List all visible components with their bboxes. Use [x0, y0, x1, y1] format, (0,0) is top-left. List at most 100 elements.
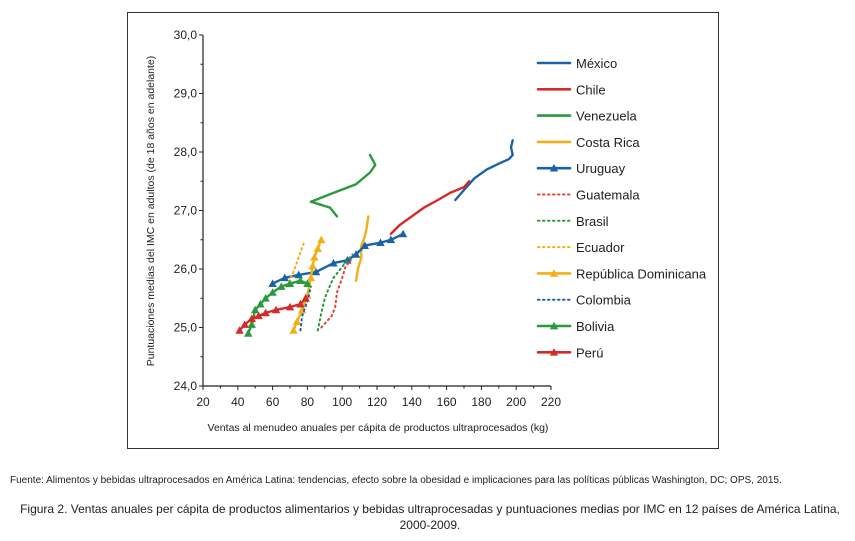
series-line-venezuela — [309, 153, 377, 218]
data-point-marker — [247, 320, 256, 328]
data-point-marker — [376, 238, 385, 247]
series-line-costa-rica — [354, 215, 370, 282]
legend-label: Venezuela — [576, 109, 637, 124]
series-venezuela — [309, 153, 377, 218]
legend-label: Bolivia — [576, 319, 615, 334]
series-chile — [389, 180, 471, 236]
data-point-marker — [289, 326, 298, 334]
series-line-colombia — [299, 285, 312, 332]
source-note: Fuente: Alimentos y bebidas ultraprocesa… — [10, 475, 782, 486]
legend-item: Bolivia — [536, 319, 615, 334]
data-point-marker — [285, 302, 295, 311]
legend-label: Brasil — [576, 214, 609, 229]
legend-item: Venezuela — [536, 109, 637, 124]
data-point-marker — [240, 320, 249, 328]
y-tick-label: 28,0 — [174, 145, 198, 159]
x-tick-label: 120 — [367, 395, 387, 409]
series-line-guatemala — [320, 259, 352, 329]
data-point-marker — [256, 299, 265, 308]
data-point-marker — [251, 305, 260, 314]
data-point-marker — [244, 329, 253, 337]
y-tick-label: 26,0 — [174, 262, 198, 276]
legend-marker — [549, 348, 559, 356]
legend-label: Ecuador — [576, 240, 625, 255]
data-point-marker — [313, 244, 323, 252]
y-tick-label: 29,0 — [174, 87, 198, 101]
series-layer — [235, 139, 514, 337]
data-point-marker — [386, 235, 396, 244]
y-tick-label: 24,0 — [174, 379, 198, 393]
figure-caption: Figura 2. Ventas anuales per cápita de p… — [20, 502, 840, 532]
data-point-marker — [247, 314, 256, 323]
series-line-brasil — [316, 253, 354, 332]
series-line-mexico — [454, 139, 514, 202]
legend-label: Costa Rica — [576, 135, 640, 150]
legend-marker — [549, 321, 559, 330]
data-point-marker — [306, 273, 316, 282]
data-point-marker — [351, 250, 361, 258]
legend-label: Chile — [576, 82, 606, 97]
axes: 20 40 60 80 100 120 140 160 180 200 220 24,0 25,0 26,… — [174, 28, 562, 409]
legend-marker — [549, 164, 559, 172]
data-point-marker — [261, 308, 270, 317]
x-tick-label: 100 — [332, 395, 352, 409]
legend-item: Colombia — [537, 293, 632, 308]
x-tick-label: 60 — [266, 395, 280, 409]
x-tick-label: 80 — [301, 395, 315, 409]
data-point-marker — [310, 253, 319, 261]
data-point-marker — [329, 258, 338, 267]
x-tick-label: 140 — [402, 395, 422, 409]
legend-label: Perú — [576, 345, 603, 360]
data-point-marker — [317, 235, 326, 244]
legend-label: Uruguay — [576, 161, 626, 176]
x-tick-label: 200 — [506, 395, 526, 409]
data-point-marker — [398, 229, 408, 238]
legend-item: Brasil — [537, 214, 609, 229]
x-axis-title: Ventas al menudeo anuales per cápita de … — [208, 422, 549, 434]
data-point-marker — [277, 282, 286, 290]
x-tick-label: 20 — [196, 395, 210, 409]
data-point-marker — [296, 276, 305, 285]
series-guatemala — [320, 259, 352, 329]
y-tick-label: 27,0 — [174, 204, 198, 218]
data-point-marker — [254, 311, 263, 320]
legend-item: República Dominicana — [536, 266, 707, 281]
x-tick-label: 180 — [471, 395, 491, 409]
legend-item: Ecuador — [537, 240, 625, 255]
data-point-marker — [301, 294, 310, 302]
bmi-vs-ultraprocessed-chart: 20 40 60 80 100 120 140 160 180 200 220 24,0 25,0 26,… — [145, 28, 707, 434]
series-line-chile — [389, 180, 471, 236]
x-tick-label: 160 — [437, 395, 457, 409]
legend-label: Guatemala — [576, 188, 640, 203]
x-tick-label: 40 — [231, 395, 245, 409]
data-point-marker — [303, 279, 312, 287]
legend-label: República Dominicana — [576, 266, 707, 281]
data-point-marker — [285, 279, 295, 287]
y-tick-label: 30,0 — [174, 28, 198, 42]
data-point-marker — [360, 241, 370, 249]
data-point-marker — [296, 299, 305, 308]
series-line-ecuador — [285, 241, 305, 288]
data-point-marker — [271, 305, 281, 314]
legend-item: Chile — [536, 82, 606, 97]
legend: México Chile Venezuela Costa Rica Uruguay Gua… — [536, 56, 707, 360]
data-point-marker — [292, 317, 302, 326]
legend-item: Guatemala — [537, 188, 640, 203]
series-ecuador — [285, 241, 305, 288]
legend-label: México — [576, 56, 617, 71]
data-point-marker — [235, 326, 244, 334]
series-peru — [235, 294, 310, 334]
data-point-marker — [268, 288, 277, 296]
x-tick-label: 220 — [541, 395, 561, 409]
chart-frame: 20 40 60 80 100 120 140 160 180 200 220 24,0 25,0 26,… — [127, 12, 719, 449]
series-brasil — [316, 253, 354, 332]
y-tick-label: 25,0 — [174, 321, 198, 335]
data-point-marker — [311, 267, 321, 276]
legend-item: Costa Rica — [536, 135, 640, 150]
legend-item: México — [536, 56, 617, 71]
legend-item: Perú — [536, 345, 603, 360]
y-axis-title: Puntuaciones medias del IMC en adultos (… — [145, 56, 157, 367]
series-colombia — [299, 285, 312, 332]
legend-marker — [549, 269, 559, 277]
data-point-marker — [280, 273, 289, 282]
